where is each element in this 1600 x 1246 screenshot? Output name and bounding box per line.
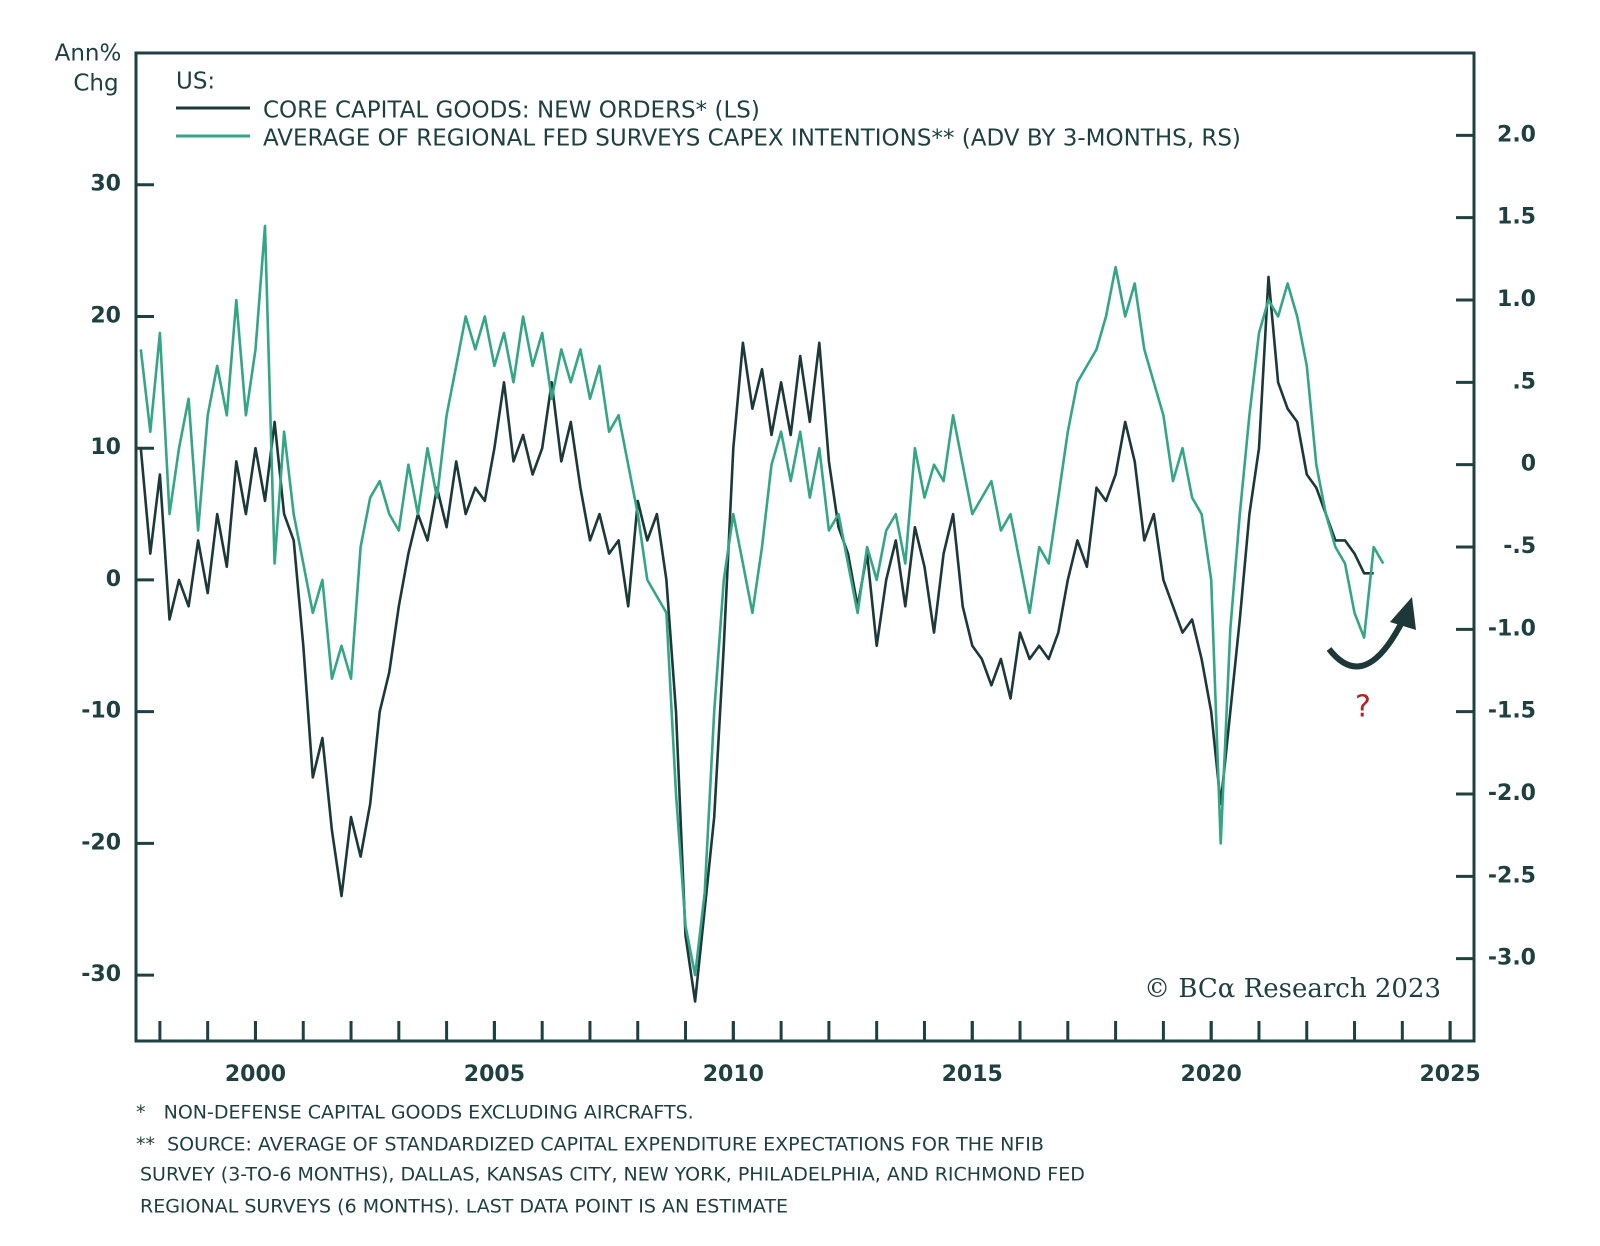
- series-line: [139, 275, 1374, 1003]
- legend-label: CORE CAPITAL GOODS: NEW ORDERS* (LS): [263, 98, 760, 124]
- copyright: © BCα Research 2023: [1144, 974, 1441, 1004]
- y2-tick-label: -1.5: [1488, 699, 1536, 724]
- y2-tick-label: 1.0: [1497, 287, 1536, 312]
- x-tick-label: 2000: [225, 1062, 286, 1087]
- question-mark: ?: [1355, 690, 1371, 725]
- y-tick-label: 0: [106, 567, 121, 592]
- y2-tick-label: 0: [1521, 452, 1536, 477]
- footnote: SURVEY (3-TO-6 MONTHS), DALLAS, KANSAS C…: [140, 1164, 1085, 1186]
- footnote: ** SOURCE: AVERAGE OF STANDARDIZED CAPIT…: [136, 1134, 1044, 1156]
- y2-tick-label: -.5: [1503, 534, 1536, 559]
- y2-tick-label: 1.5: [1497, 205, 1536, 230]
- x-tick-label: 2025: [1419, 1062, 1480, 1087]
- y-tick-label: -20: [81, 830, 121, 855]
- x-tick-label: 2015: [942, 1062, 1003, 1087]
- y2-tick-label: 2.0: [1497, 122, 1536, 147]
- y2-tick-label: -1.0: [1488, 616, 1536, 641]
- legend-label: AVERAGE OF REGIONAL FED SURVEYS CAPEX IN…: [263, 126, 1241, 152]
- arrow-head: [1390, 597, 1416, 630]
- y2-tick-label: .5: [1512, 369, 1536, 394]
- footnote: REGIONAL SURVEYS (6 MONTHS). LAST DATA P…: [140, 1196, 788, 1218]
- y-tick-label: 30: [90, 172, 121, 197]
- y-tick-label: -10: [81, 699, 121, 724]
- y2-tick-label: -2.0: [1488, 781, 1536, 806]
- footnote: * NON-DEFENSE CAPITAL GOODS EXCLUDING AI…: [136, 1102, 694, 1124]
- y-axis-label: Chg: [73, 71, 118, 97]
- y2-tick-label: -3.0: [1488, 946, 1536, 971]
- x-tick-label: 2005: [464, 1062, 525, 1087]
- arrow: [1326, 618, 1406, 670]
- plot-frame: [134, 51, 1476, 1043]
- x-tick-label: 2010: [703, 1062, 764, 1087]
- y-tick-label: 20: [90, 303, 121, 328]
- y-tick-label: -30: [81, 962, 121, 987]
- legend-title: US:: [176, 69, 215, 95]
- series-line: [139, 224, 1385, 977]
- y-axis-label: Ann%: [55, 41, 122, 67]
- y2-tick-label: -2.5: [1488, 863, 1536, 888]
- y-tick-label: 10: [90, 435, 121, 460]
- x-tick-label: 2020: [1181, 1062, 1242, 1087]
